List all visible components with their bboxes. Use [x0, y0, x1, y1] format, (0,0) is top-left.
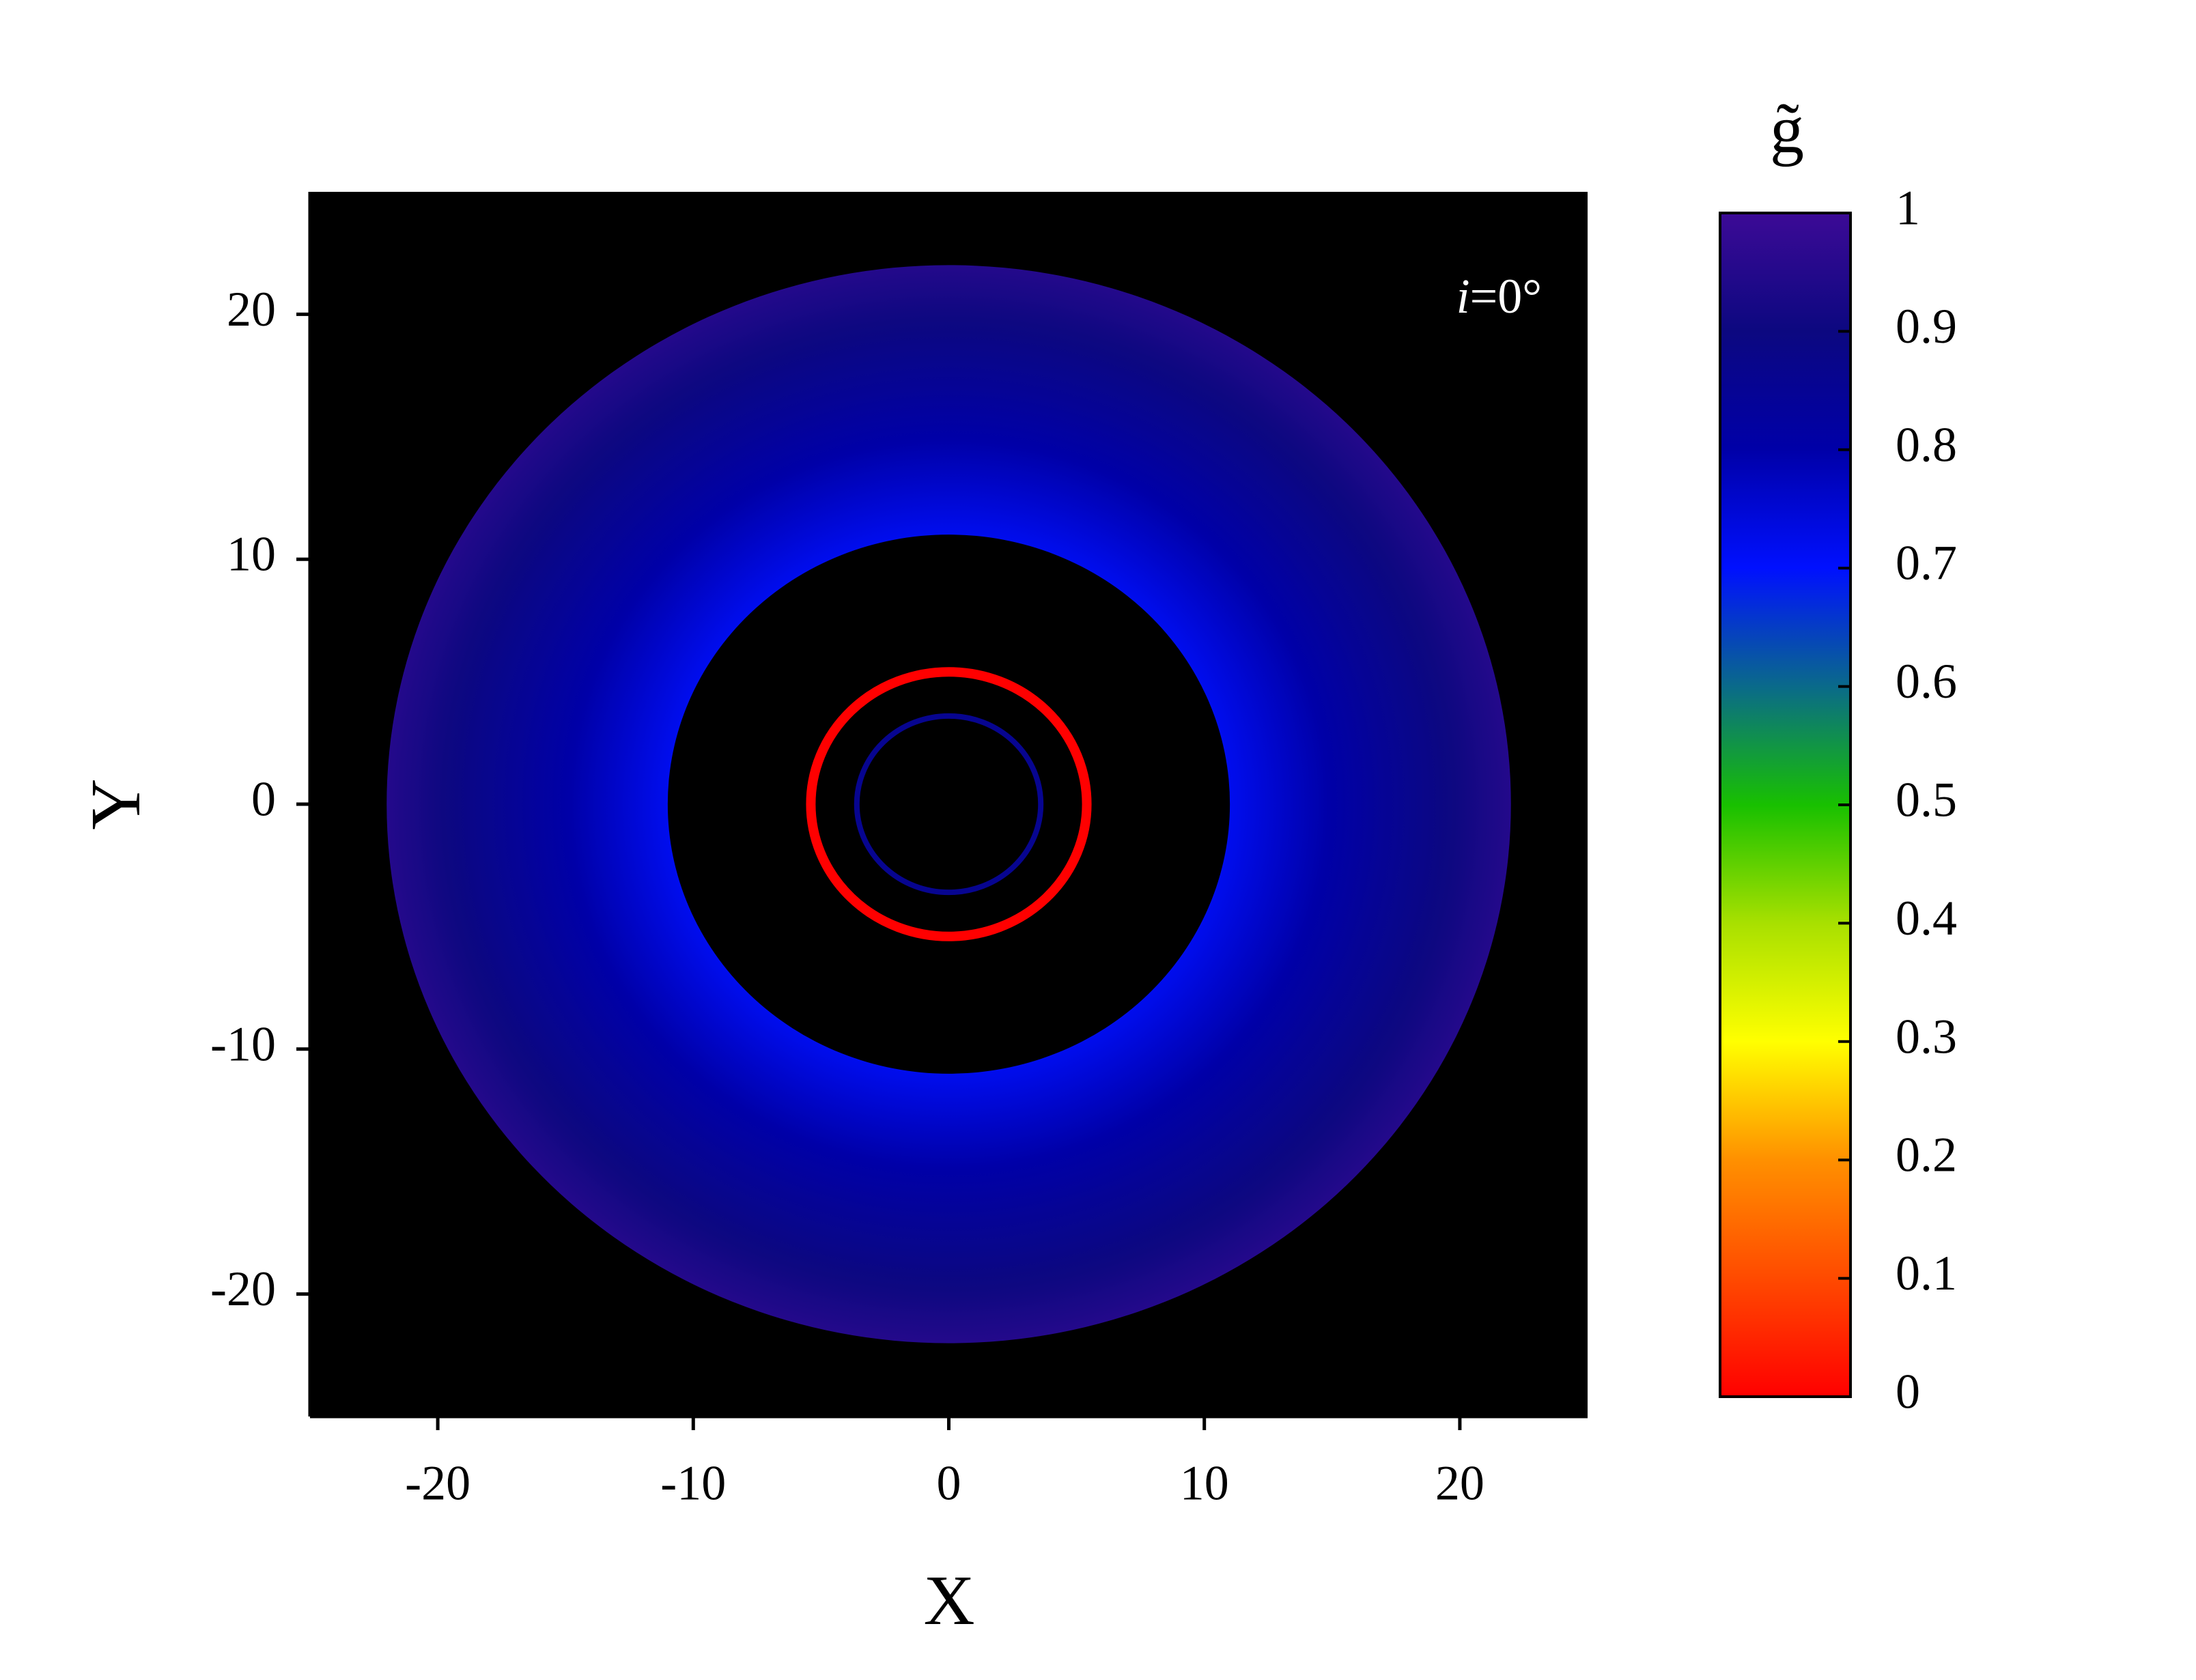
- y-tick-label: -10: [210, 1016, 276, 1071]
- colorbar-tick-label: 0.7: [1896, 536, 1957, 590]
- x-axis-label: X: [923, 1561, 974, 1640]
- annotation-part: =0°: [1470, 269, 1542, 324]
- colorbar-label: g̃: [1770, 91, 1804, 167]
- colorbar-tick-label: 0.2: [1896, 1128, 1957, 1182]
- colorbar-tick-label: 0: [1896, 1365, 1920, 1419]
- disk: [386, 265, 1511, 1343]
- y-tick-label: 10: [227, 527, 276, 582]
- y-tick-label: 0: [251, 772, 276, 827]
- colorbar-tick-label: 0.4: [1896, 891, 1957, 945]
- y-tick-label: -20: [210, 1262, 276, 1316]
- annotation: i=0°: [1456, 269, 1542, 324]
- colorbar-tick-label: 0.8: [1896, 417, 1957, 472]
- x-tick-label: 10: [1180, 1456, 1229, 1511]
- x-tick-label: 20: [1435, 1456, 1484, 1511]
- photon-ring: [854, 713, 1044, 896]
- x-tick-label: -20: [405, 1456, 470, 1511]
- colorbar-tick-label: 0.1: [1896, 1246, 1957, 1300]
- colorbar-tick-label: 0.3: [1896, 1009, 1957, 1064]
- annotation-part: i: [1456, 269, 1470, 324]
- colorbar-tick-label: 1: [1896, 181, 1920, 236]
- y-tick-label: 20: [227, 282, 276, 337]
- photon-ring: [806, 667, 1092, 941]
- colorbar-tick-label: 0.6: [1896, 654, 1957, 709]
- colorbar-tick-label: 0.9: [1896, 299, 1957, 354]
- colorbar-tick-label: 0.5: [1896, 773, 1957, 827]
- y-axis-label: Y: [76, 778, 155, 829]
- colorbar: [1719, 212, 1852, 1398]
- x-tick-label: -10: [660, 1456, 726, 1511]
- x-tick-label: 0: [937, 1456, 961, 1511]
